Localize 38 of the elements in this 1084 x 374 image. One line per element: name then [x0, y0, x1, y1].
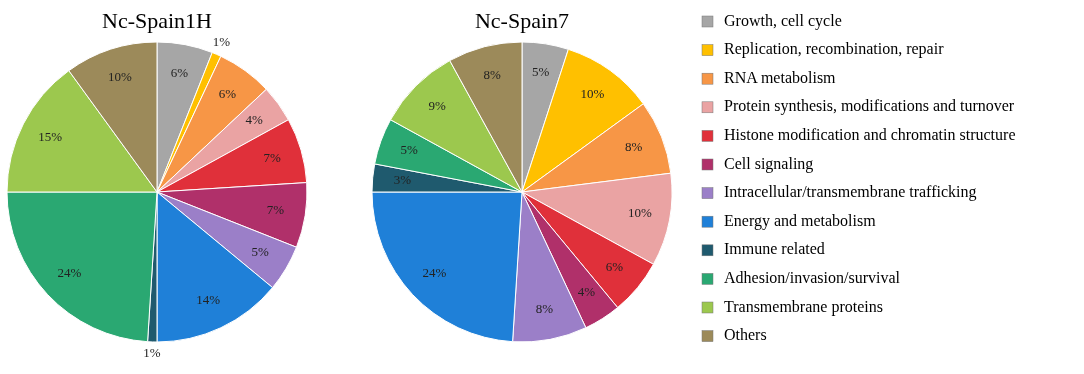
- data-label: 24%: [57, 265, 82, 281]
- data-label: 5%: [251, 244, 270, 260]
- data-label: 7%: [263, 149, 282, 165]
- legend-label: Histone modification and chromatin structure: [724, 126, 1016, 144]
- legend-label: Intracellular/transmembrane trafficking: [724, 183, 977, 202]
- data-label: 8%: [535, 300, 554, 316]
- legend-label: Cell signaling: [724, 154, 814, 173]
- data-label: 1%: [143, 344, 161, 360]
- data-label: 24%: [422, 265, 447, 281]
- data-label: 4%: [245, 112, 263, 128]
- legend-label: Growth, cell cycle: [724, 11, 842, 30]
- legend-label: Protein synthesis, modifications and turnover: [724, 97, 1015, 116]
- legend-label: RNA metabolism: [724, 68, 837, 86]
- data-label: 5%: [532, 64, 550, 80]
- data-label: 6%: [170, 65, 189, 81]
- data-label: 8%: [483, 66, 501, 82]
- data-label: 5%: [400, 142, 418, 158]
- data-label: 8%: [624, 138, 643, 154]
- data-label: 6%: [218, 85, 237, 101]
- legend-label: Immune related: [724, 240, 825, 258]
- data-label: 15%: [38, 128, 63, 144]
- legend-label: Adhesion/invasion/survival: [724, 269, 901, 287]
- legend-label: Replication, recombination, repair: [724, 40, 945, 59]
- data-label: 9%: [428, 98, 446, 114]
- data-label: 1%: [212, 34, 231, 50]
- data-label: 14%: [196, 291, 221, 307]
- chart-title: Nc-Spain1H: [102, 8, 213, 33]
- chart-title: Nc-Spain7: [474, 8, 570, 33]
- data-label: 10%: [580, 85, 605, 101]
- data-label: 4%: [577, 284, 596, 300]
- data-label: 7%: [266, 201, 285, 217]
- data-label: 6%: [605, 259, 624, 275]
- legend-label: Energy and metabolism: [724, 211, 877, 230]
- legend-label: Transmembrane proteins: [724, 297, 883, 316]
- data-label: 3%: [393, 171, 412, 187]
- data-label: 10%: [627, 205, 652, 221]
- data-label: 10%: [108, 68, 132, 84]
- legend-label: Others: [724, 326, 767, 344]
